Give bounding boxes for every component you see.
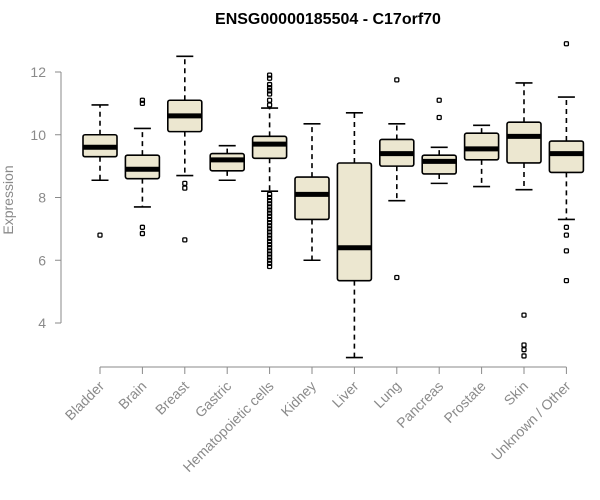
outlier-point	[563, 248, 570, 254]
outlier-point	[521, 312, 527, 318]
outlier-point	[266, 238, 273, 245]
outlier-point	[266, 91, 273, 97]
outlier-point	[266, 251, 273, 257]
outlier-point	[266, 210, 273, 216]
outlier-point	[266, 88, 273, 94]
outlier-point	[563, 232, 570, 238]
y-axis-label: Expression	[0, 165, 16, 234]
x-tick-label: Pancreas	[393, 378, 446, 431]
y-tick-label: 6	[38, 252, 46, 268]
chart-title: ENSG00000185504 - C17orf70	[215, 11, 441, 28]
outlier-point	[266, 72, 273, 78]
outlier-point	[139, 97, 146, 103]
outlier-point	[266, 216, 273, 223]
iqr-box	[421, 154, 458, 175]
box-pancreas	[421, 97, 458, 185]
outlier-point	[182, 185, 188, 191]
iqr-box	[251, 135, 288, 160]
outlier-point	[139, 100, 146, 107]
outlier-point	[266, 207, 273, 213]
outlier-point	[266, 102, 273, 108]
outlier-point	[266, 219, 273, 226]
outlier-point	[266, 75, 273, 81]
box-liver	[336, 111, 373, 359]
box-gastric	[209, 144, 245, 182]
y-tick-label: 10	[30, 127, 46, 143]
y-tick-label: 8	[38, 190, 46, 206]
outlier-point	[266, 97, 273, 103]
y-tick-label: 4	[38, 315, 46, 331]
box-hematopoietic-cells	[251, 72, 288, 270]
outlier-point	[266, 260, 273, 267]
outlier-point	[266, 204, 273, 210]
outlier-point	[436, 114, 442, 121]
outlier-point	[266, 263, 273, 270]
outlier-point	[266, 85, 273, 91]
outlier-point	[266, 232, 273, 238]
box-kidney	[294, 122, 330, 262]
outlier-point	[266, 81, 273, 88]
iqr-box	[506, 121, 542, 164]
outlier-point	[266, 197, 273, 204]
outlier-point	[266, 226, 273, 232]
x-tick-label: Prostate	[441, 378, 489, 426]
x-tick-label: Skin	[501, 378, 532, 409]
x-tick-label: Unknown / Other	[488, 378, 574, 464]
x-tick-label: Liver	[329, 378, 362, 411]
outlier-point	[97, 232, 103, 238]
outlier-point	[266, 213, 273, 219]
outlier-point	[521, 342, 527, 348]
outlier-point	[139, 224, 146, 230]
outlier-point	[266, 241, 273, 248]
outlier-point	[394, 274, 400, 281]
outlier-point	[266, 191, 273, 198]
y-axis: 4 6 8 10 12	[30, 64, 62, 331]
outlier-point	[521, 347, 527, 353]
outlier-point	[563, 277, 570, 284]
outlier-point	[266, 245, 273, 251]
outlier-point	[266, 229, 273, 235]
box-breast	[167, 55, 203, 243]
x-tick-label: Lung	[371, 378, 404, 411]
x-tick-label: Brain	[115, 378, 149, 412]
outlier-point	[394, 77, 400, 83]
outlier-point	[266, 194, 273, 201]
outlier-point	[266, 223, 273, 229]
box-skin	[506, 82, 542, 359]
outlier-point	[521, 353, 527, 359]
outlier-point	[266, 254, 273, 260]
outlier-point	[266, 235, 273, 241]
x-tick-label: Breast	[152, 378, 192, 418]
outlier-point	[266, 201, 273, 207]
iqr-box	[548, 140, 585, 174]
outlier-point	[182, 237, 188, 243]
iqr-box	[294, 176, 330, 221]
box-prostate	[463, 124, 500, 188]
outlier-point	[182, 180, 188, 187]
box-lung	[378, 77, 415, 281]
box-bladder	[82, 104, 118, 238]
outlier-point	[563, 224, 570, 230]
outlier-point	[266, 257, 273, 263]
outlier-point	[563, 41, 570, 47]
box-series	[82, 41, 585, 359]
outlier-point	[139, 230, 146, 237]
outlier-point	[266, 248, 273, 254]
iqr-box	[336, 162, 373, 282]
outlier-point	[436, 97, 442, 103]
x-tick-label: Bladder	[62, 378, 108, 424]
x-tick-label: Kidney	[278, 378, 320, 420]
box-brain	[124, 97, 161, 237]
y-tick-label: 12	[30, 64, 46, 80]
box-unknown-other	[548, 41, 585, 284]
